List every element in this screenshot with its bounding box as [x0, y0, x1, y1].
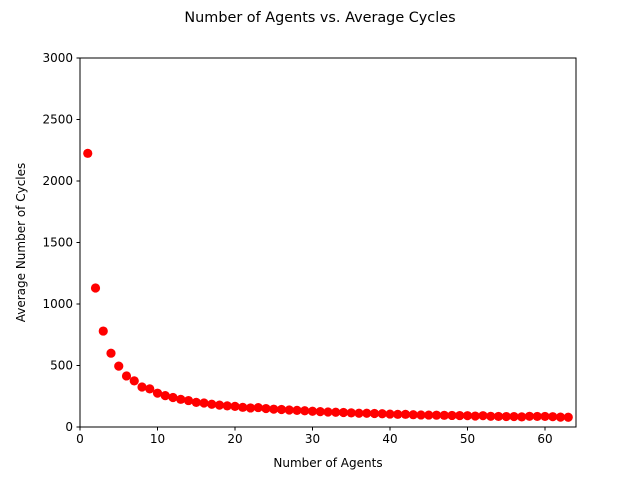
data-point — [222, 401, 232, 411]
data-point — [532, 411, 542, 422]
data-point — [245, 403, 256, 413]
data-point — [338, 407, 349, 418]
data-point — [152, 388, 163, 398]
data-point — [176, 394, 186, 404]
data-point — [486, 411, 496, 421]
data-point — [168, 392, 178, 403]
data-point — [90, 283, 101, 293]
data-point — [555, 412, 566, 422]
y-tick-label: 2000 — [42, 174, 73, 188]
data-point — [269, 404, 279, 414]
data-point — [121, 371, 132, 381]
data-point — [137, 382, 147, 392]
y-axis-label: Average Number of Cycles — [14, 163, 28, 323]
data-point — [145, 384, 155, 394]
data-point — [501, 411, 511, 422]
data-point — [331, 407, 341, 417]
data-point — [563, 412, 573, 422]
data-point — [393, 409, 403, 419]
x-tick-label: 0 — [76, 432, 84, 446]
data-point — [548, 412, 558, 422]
data-point — [300, 406, 310, 416]
data-point — [292, 405, 302, 415]
data-point — [253, 402, 263, 413]
data-point — [114, 361, 124, 371]
data-point — [478, 411, 488, 421]
data-point — [160, 391, 170, 401]
data-point — [83, 148, 93, 158]
data-point — [540, 411, 550, 422]
y-tick-label: 3000 — [42, 51, 73, 65]
y-tick-label: 2500 — [42, 113, 73, 127]
data-point — [362, 408, 372, 418]
data-point — [183, 395, 194, 406]
y-tick-label: 0 — [65, 420, 73, 434]
data-point — [517, 412, 527, 422]
data-point — [307, 406, 318, 416]
data-point — [354, 408, 364, 418]
data-point — [455, 410, 465, 421]
data-point — [106, 348, 116, 358]
y-tick-label: 500 — [50, 359, 73, 373]
data-point — [323, 407, 333, 417]
data-point — [315, 407, 325, 417]
data-point — [408, 410, 418, 420]
data-point — [129, 376, 139, 386]
data-point — [377, 409, 387, 419]
data-point — [416, 410, 426, 420]
x-tick-label: 30 — [305, 432, 320, 446]
x-tick-label: 60 — [537, 432, 552, 446]
y-tick-label: 1500 — [42, 236, 73, 250]
x-axis-ticks: 0 10 20 30 40 50 60 — [76, 427, 553, 446]
chart-title: Number of Agents vs. Average Cycles — [184, 10, 455, 26]
x-tick-label: 50 — [460, 432, 475, 446]
y-axis-ticks: 0 500 1000 1500 2000 2500 3000 — [42, 51, 80, 434]
data-point — [98, 326, 108, 336]
data-point — [424, 410, 434, 420]
data-point — [207, 399, 217, 409]
data-point — [509, 411, 519, 422]
data-point — [284, 405, 294, 415]
data-point — [369, 408, 380, 419]
y-tick-label: 1000 — [42, 297, 73, 311]
x-tick-label: 20 — [227, 432, 242, 446]
x-tick-label: 10 — [150, 432, 165, 446]
data-point — [191, 397, 201, 407]
data-point — [431, 410, 442, 420]
data-point — [385, 409, 395, 419]
x-axis-label: Number of Agents — [273, 456, 382, 470]
data-point — [400, 409, 411, 419]
data-point — [462, 411, 473, 421]
data-point — [214, 400, 225, 410]
data-point — [238, 402, 248, 412]
data-points — [83, 148, 573, 422]
data-point — [199, 398, 209, 408]
data-point — [346, 408, 356, 418]
data-point — [261, 403, 271, 414]
data-point — [470, 411, 480, 421]
x-tick-label: 40 — [382, 432, 397, 446]
data-point — [439, 410, 449, 420]
data-point — [276, 404, 287, 415]
data-point — [447, 410, 457, 421]
data-point — [493, 411, 504, 422]
data-point — [230, 401, 240, 411]
data-point — [524, 411, 535, 421]
